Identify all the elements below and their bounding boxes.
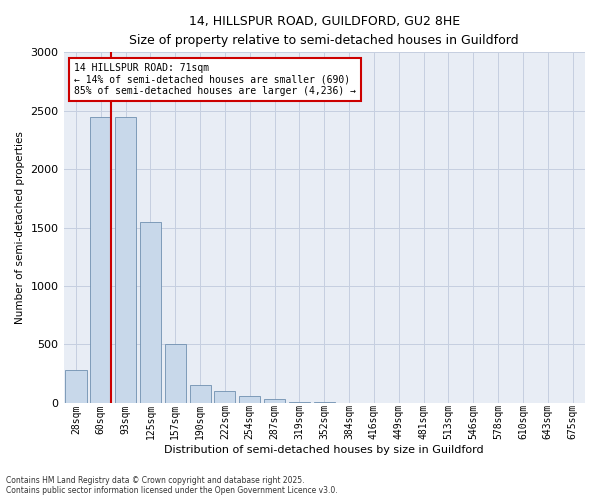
Bar xyxy=(65,370,86,403)
Bar xyxy=(239,396,260,403)
Bar xyxy=(90,116,112,403)
Bar xyxy=(115,116,136,403)
Bar xyxy=(190,386,211,403)
Bar xyxy=(289,402,310,403)
Bar xyxy=(140,222,161,403)
Bar xyxy=(214,391,235,403)
Text: Contains HM Land Registry data © Crown copyright and database right 2025.
Contai: Contains HM Land Registry data © Crown c… xyxy=(6,476,338,495)
Bar xyxy=(165,344,186,403)
Text: 14 HILLSPUR ROAD: 71sqm
← 14% of semi-detached houses are smaller (690)
85% of s: 14 HILLSPUR ROAD: 71sqm ← 14% of semi-de… xyxy=(74,63,356,96)
X-axis label: Distribution of semi-detached houses by size in Guildford: Distribution of semi-detached houses by … xyxy=(164,445,484,455)
Bar xyxy=(264,400,285,403)
Y-axis label: Number of semi-detached properties: Number of semi-detached properties xyxy=(15,131,25,324)
Title: 14, HILLSPUR ROAD, GUILDFORD, GU2 8HE
Size of property relative to semi-detached: 14, HILLSPUR ROAD, GUILDFORD, GU2 8HE Si… xyxy=(130,15,519,47)
